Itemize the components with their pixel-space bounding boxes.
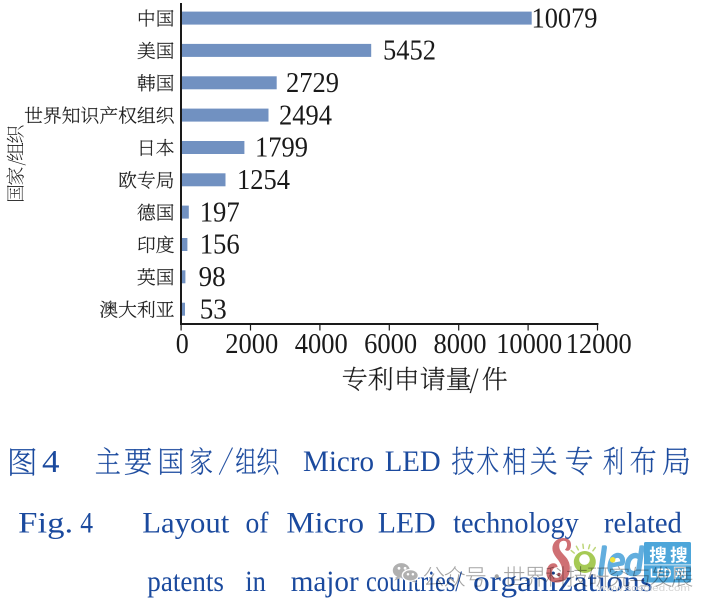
svg-text:4: 4	[42, 443, 60, 479]
svg-text:10079: 10079	[532, 3, 598, 34]
svg-text:Micro: Micro	[303, 445, 374, 478]
svg-text:LED: LED	[378, 507, 436, 540]
svg-text:2494: 2494	[279, 100, 332, 131]
svg-text:6000: 6000	[364, 329, 417, 360]
svg-text:1799: 1799	[255, 133, 308, 164]
svg-text:major: major	[291, 565, 359, 598]
svg-text:technology: technology	[453, 507, 579, 540]
svg-text:Micro: Micro	[286, 507, 364, 540]
svg-text:4000: 4000	[295, 329, 348, 360]
svg-text:156: 156	[200, 230, 240, 261]
svg-text:98: 98	[199, 262, 226, 293]
svg-text:0: 0	[176, 329, 189, 360]
svg-text:197: 197	[200, 197, 240, 228]
svg-text:5452: 5452	[383, 36, 436, 67]
svg-text:of: of	[246, 507, 269, 540]
svg-text:in: in	[245, 565, 266, 598]
svg-text:53: 53	[200, 294, 227, 325]
svg-text:Fig.: Fig.	[18, 507, 73, 540]
svg-text:2729: 2729	[286, 68, 339, 99]
svg-text:1254: 1254	[237, 165, 290, 196]
svg-text:10000: 10000	[496, 329, 562, 360]
svg-text:related: related	[604, 507, 682, 540]
svg-text:12000: 12000	[566, 329, 632, 360]
svg-text:LED: LED	[385, 445, 441, 478]
svg-text:patents: patents	[147, 565, 224, 598]
svg-text:8000: 8000	[434, 329, 487, 360]
svg-text:www.sosoled.com: www.sosoled.com	[597, 583, 690, 594]
svg-text:2000: 2000	[225, 329, 278, 360]
svg-text:4: 4	[80, 507, 93, 540]
svg-text:Layout: Layout	[142, 507, 230, 540]
